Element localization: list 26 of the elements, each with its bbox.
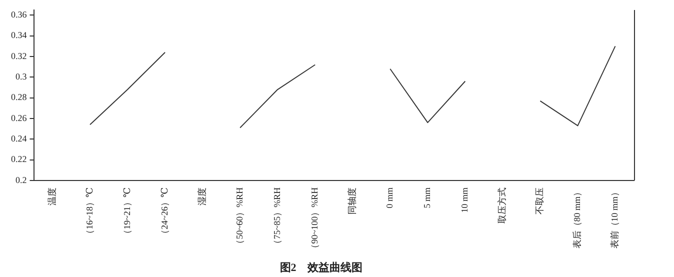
x-tick-label: 0 mm xyxy=(384,187,395,208)
text: 图2 效益曲线图 xyxy=(280,261,362,274)
x-tick-label: （50~60）%RH xyxy=(234,186,244,248)
x-tick-label: 取压方式 xyxy=(497,187,508,224)
x-tick-label: 10 mm xyxy=(460,187,470,213)
x-tick-label: （75~85）%RH xyxy=(272,186,282,248)
y-tick-label: 0.32 xyxy=(11,50,27,61)
x-tick-label: 湿度 xyxy=(196,187,207,206)
x-tick-label: 5 mm xyxy=(422,187,432,208)
y-tick-label: 0.22 xyxy=(11,154,27,164)
x-tick-label: 温度 xyxy=(46,187,57,206)
x-tick-label: 表前（10 mm） xyxy=(610,187,620,249)
x-tick-label: （90~100）%RH xyxy=(309,186,320,253)
x-tick-label: 表后（80 mm） xyxy=(572,187,582,249)
y-tick-label: 0.36 xyxy=(11,10,28,20)
y-tick-label: 0.26 xyxy=(11,112,28,123)
y-tick-label: 0.3 xyxy=(16,72,28,82)
x-tick-label: 不取压 xyxy=(534,187,545,214)
x-tick-label: （19~21）℃ xyxy=(122,187,132,238)
y-tick-label: 0.34 xyxy=(11,30,28,40)
y-tick-label: 0.28 xyxy=(11,92,28,102)
x-tick-label: （16~18）℃ xyxy=(84,187,94,238)
x-tick-label: 同轴度 xyxy=(346,187,357,214)
y-tick-label: 0.24 xyxy=(11,133,28,144)
x-tick-label: （24~26）℃ xyxy=(159,187,170,238)
y-tick-label: 0.2 xyxy=(16,174,27,185)
